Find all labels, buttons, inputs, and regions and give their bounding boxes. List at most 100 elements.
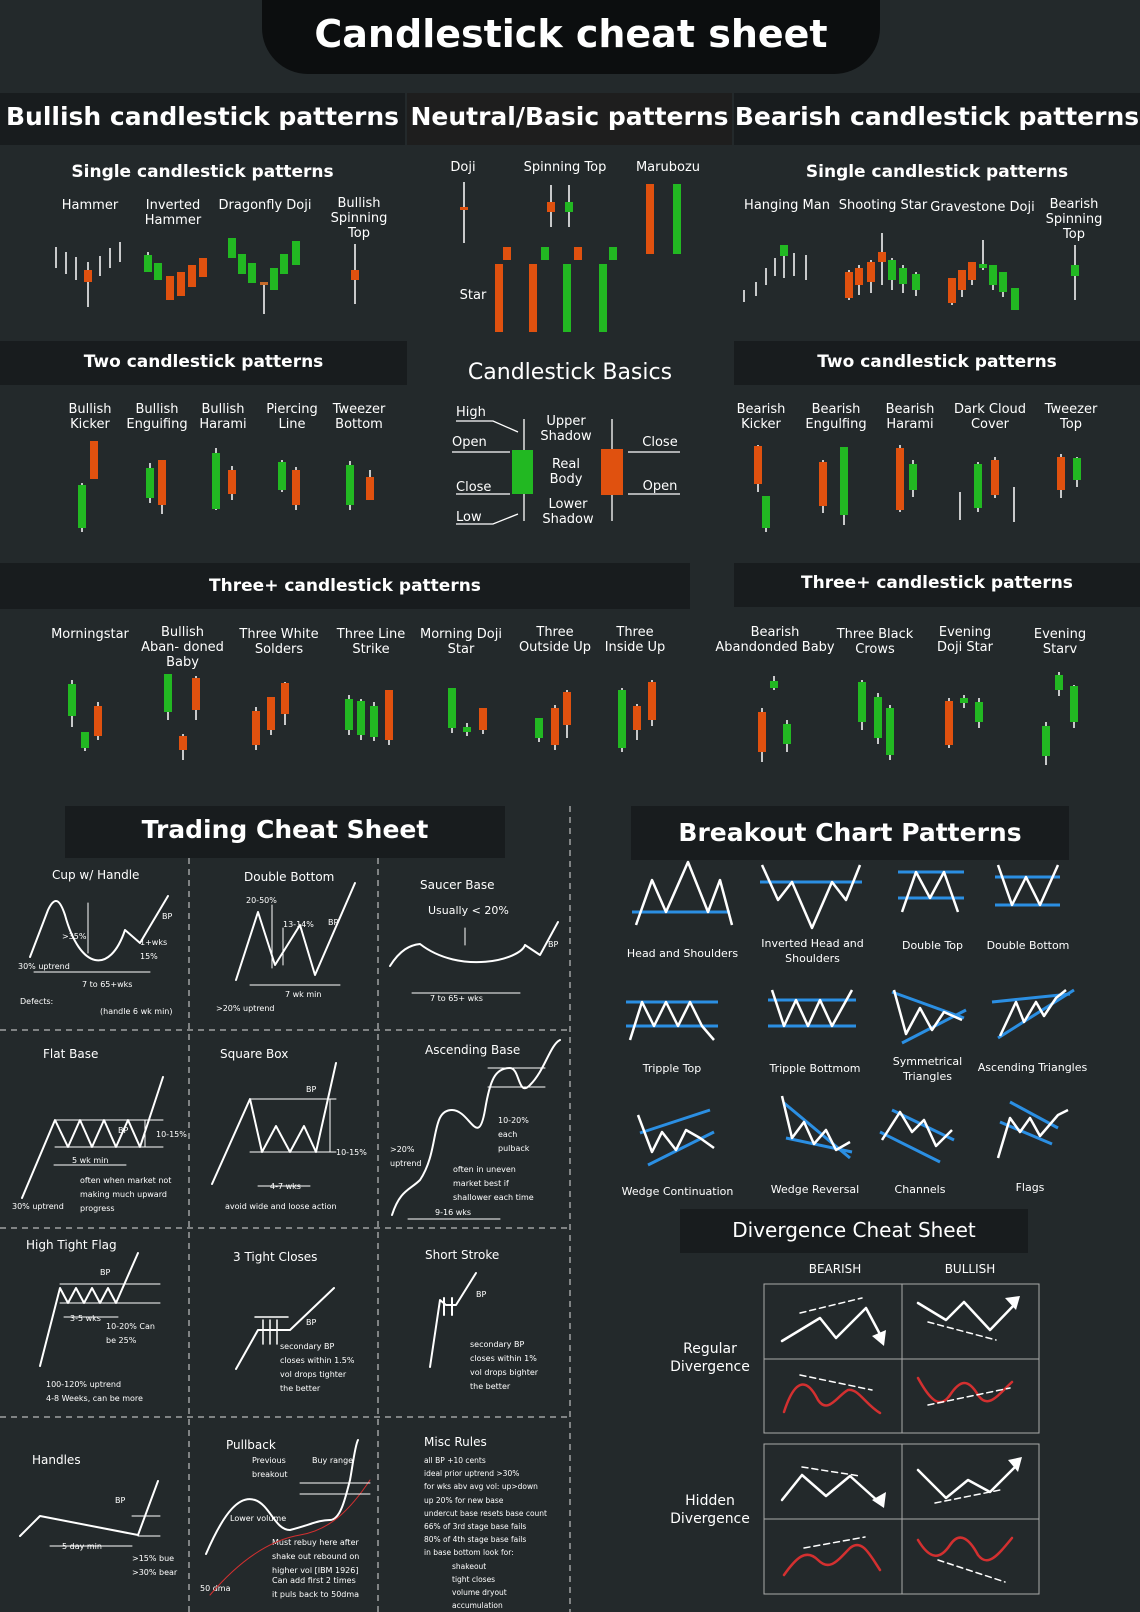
label-double-top: Double Top bbox=[901, 939, 964, 952]
bearish-two-band bbox=[734, 341, 1140, 385]
candle-body bbox=[78, 485, 86, 528]
candle-body bbox=[999, 272, 1007, 292]
closes-b: secondary BP closes within 1.5% vol drop… bbox=[280, 1342, 355, 1393]
candle-body bbox=[633, 706, 641, 730]
trading-header-band bbox=[65, 806, 505, 858]
candle-body bbox=[770, 681, 778, 688]
misc-rule-item: in base bottom look for: bbox=[424, 1548, 514, 1558]
candle-body bbox=[199, 258, 207, 277]
candle-body bbox=[819, 462, 827, 506]
bullish-two-band bbox=[0, 341, 407, 385]
trading-header: Trading Cheat Sheet bbox=[141, 815, 429, 844]
candle-body bbox=[81, 732, 89, 748]
label-wedge-continuation: Wedge Continuation bbox=[621, 1185, 734, 1198]
label-inverted-hammer: Inverted Hammer bbox=[144, 198, 202, 228]
bullish-two-title: Two candlestick patterns bbox=[83, 352, 324, 372]
candle-body bbox=[260, 282, 268, 285]
title-banner bbox=[262, 0, 880, 74]
bearish-two-title: Two candlestick patterns bbox=[817, 352, 1057, 372]
candle-body bbox=[278, 462, 286, 490]
basics-diagram bbox=[452, 419, 680, 525]
bearish-header: Bearish candlestick patterns bbox=[734, 102, 1140, 131]
saucer-a: Usually < 20% bbox=[428, 904, 509, 917]
saucer-c: 7 to 65+ wks bbox=[430, 994, 483, 1003]
label-evening-star: Evening Starv bbox=[1033, 627, 1087, 657]
misc-rule-item: tight closes bbox=[452, 1574, 496, 1584]
candle-body bbox=[874, 697, 882, 738]
label-hammer: Hammer bbox=[61, 198, 119, 213]
candle-body bbox=[886, 708, 894, 755]
label-three-inside-up: Three Inside Up bbox=[604, 625, 666, 655]
candle-body bbox=[948, 278, 956, 303]
label-inverted-head-and-shoulders: Inverted Head and Shoulders bbox=[761, 937, 864, 965]
label-wedge-reversal: Wedge Reversal bbox=[770, 1183, 860, 1196]
candle-body bbox=[599, 264, 607, 332]
label-bearish-spinning-top: Bearish Spinning Top bbox=[1045, 197, 1103, 242]
candle-body bbox=[479, 708, 487, 730]
bullish-header: Bullish candlestick patterns bbox=[5, 102, 400, 131]
cup-b: 30% uptrend bbox=[18, 962, 70, 971]
candle-body bbox=[896, 448, 904, 510]
hidden-divergence-label: Hidden Divergence bbox=[670, 1493, 750, 1527]
short-a: BP bbox=[476, 1290, 487, 1299]
label-bearish-harami: Bearish Harami bbox=[885, 402, 935, 432]
candle-body bbox=[909, 464, 917, 490]
candle-body bbox=[292, 470, 300, 505]
breakout-line bbox=[998, 989, 1067, 1037]
label-tripple-bottom: Tripple Bottmom bbox=[769, 1062, 861, 1075]
label-tweezer-bottom: Tweezer Bottom bbox=[332, 402, 386, 432]
label-hanging-man: Hanging Man bbox=[744, 198, 830, 213]
candle-body bbox=[840, 447, 848, 515]
pullback-title: Pullback bbox=[226, 1438, 276, 1452]
candle-body bbox=[267, 697, 275, 730]
candle-body bbox=[754, 446, 762, 484]
flat-e: 30% uptrend bbox=[12, 1202, 64, 1211]
candle-body bbox=[945, 701, 953, 745]
misc-rule-item: volume dryout bbox=[452, 1588, 507, 1598]
breakout-line bbox=[780, 1095, 851, 1152]
double-c: BP bbox=[328, 918, 339, 927]
candle-body bbox=[346, 465, 354, 505]
candle-body bbox=[248, 263, 256, 283]
basics-close-left: Close bbox=[456, 480, 492, 495]
label-doji: Doji bbox=[450, 160, 476, 175]
candle-body bbox=[912, 274, 920, 290]
label-head-and-shoulders: Head and Shoulders bbox=[626, 947, 739, 960]
candle-body bbox=[94, 706, 102, 736]
trading-grid bbox=[0, 806, 571, 1612]
bearish-three-title: Three+ candlestick patterns bbox=[801, 573, 1073, 593]
three-tight-closes-title: 3 Tight Closes bbox=[233, 1250, 318, 1264]
candle-body bbox=[845, 272, 853, 298]
candle-body bbox=[648, 682, 656, 720]
label-dragonfly-doji: Dragonfly Doji bbox=[218, 198, 312, 213]
saucer-base-title: Saucer Base bbox=[420, 878, 495, 892]
candle-body bbox=[179, 736, 187, 750]
handles-a: BP bbox=[115, 1496, 126, 1505]
candle-body bbox=[758, 712, 766, 752]
htf-d: 100-120% uptrend bbox=[46, 1380, 122, 1389]
bearish-header-band bbox=[734, 93, 1140, 145]
label-three-black-crows: Three Black Crows bbox=[836, 627, 914, 657]
candle-body bbox=[547, 202, 555, 212]
breakout-line bbox=[770, 989, 854, 1028]
arrowhead-icon bbox=[1005, 1296, 1020, 1310]
neutral-header: Neutral/Basic patterns bbox=[410, 102, 729, 131]
square-b: 10-15% bbox=[336, 1148, 367, 1157]
breakout-line bbox=[991, 992, 1071, 1004]
candle-body bbox=[463, 727, 471, 732]
candle-body bbox=[762, 496, 770, 528]
closes-a: BP bbox=[306, 1318, 317, 1327]
cup-f: Defects: bbox=[20, 997, 54, 1006]
misc-rules-list: all BP +10 cents ideal prior uptrend >30%… bbox=[424, 1454, 564, 1612]
candle-body bbox=[979, 264, 987, 268]
asc-a: 10-20% each pulback bbox=[498, 1116, 530, 1153]
candle-body bbox=[1042, 726, 1050, 756]
label-marubozu: Marubozu bbox=[635, 160, 701, 175]
basics-low: Low bbox=[456, 510, 482, 525]
label-ascending-triangles: Ascending Triangles bbox=[977, 1061, 1088, 1074]
asc-b: >20% uptrend bbox=[390, 1145, 422, 1168]
divergence-arrowheads bbox=[872, 1296, 1022, 1508]
label-bullish-enguifing: Bullish Enguifing bbox=[126, 402, 188, 432]
candle-body bbox=[177, 272, 185, 296]
